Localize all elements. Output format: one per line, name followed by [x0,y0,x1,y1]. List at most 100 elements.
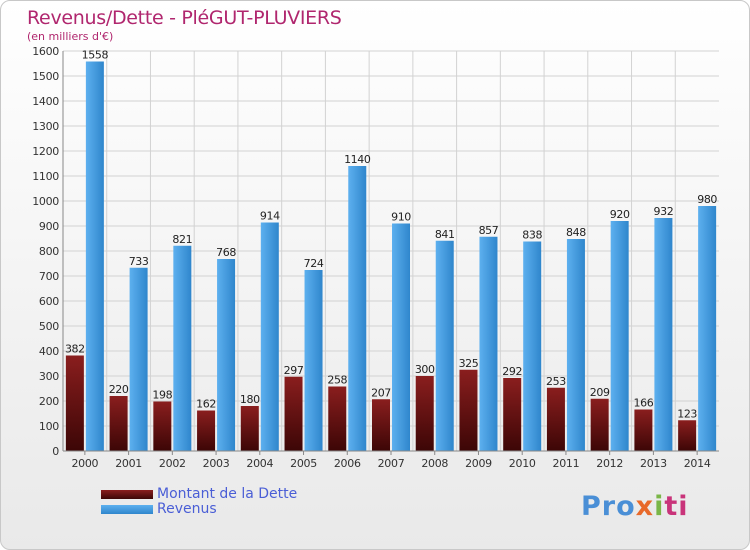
bar-dette [546,387,565,451]
x-tick-label: 2003 [203,457,230,470]
bar-dette [503,378,522,451]
bar-revenus [654,218,673,451]
x-tick-label: 2005 [290,457,317,470]
bar-revenus [217,259,236,451]
x-tick-label: 2012 [596,457,623,470]
data-label-revenus: 980 [697,193,717,206]
data-label-dette: 207 [371,386,391,399]
data-label-dette: 253 [546,375,566,388]
bar-revenus [566,239,585,451]
y-tick-label: 100 [39,420,59,433]
bar-revenus [610,221,629,451]
bar-revenus [479,236,498,451]
y-tick-label: 900 [39,220,59,233]
x-tick-label: 2006 [334,457,361,470]
x-tick-label: 2004 [246,457,273,470]
logo-part-3: i [654,491,665,522]
x-tick-label: 2000 [71,457,98,470]
bar-dette [197,410,216,451]
chart-title: Revenus/Dette - PléGUT-PLUVIERS [27,7,342,29]
grid-lines [63,50,719,451]
y-tick-label: 1000 [32,195,59,208]
bar-dette [590,398,609,451]
bar-dette [284,376,303,451]
data-label-revenus: 920 [610,208,630,221]
data-label-dette: 162 [196,398,216,411]
legend-label-revenus: Revenus [157,501,217,517]
x-tick-label: 2002 [159,457,186,470]
legend-swatch-revenus [101,505,153,514]
bar-revenus [260,222,279,451]
y-tick-label: 300 [39,370,59,383]
bar-revenus [173,245,192,451]
y-tick-label: 1400 [32,95,59,108]
y-tick-label: 1200 [32,145,59,158]
bar-dette [65,355,84,451]
y-tick-label: 800 [39,245,59,258]
bar-dette [240,406,259,451]
data-label-dette: 198 [152,389,172,402]
data-label-dette: 297 [284,364,304,377]
data-label-revenus: 914 [260,210,280,223]
y-tick-label: 600 [39,295,59,308]
bar-revenus [698,206,717,451]
data-label-revenus: 1140 [344,153,371,166]
bar-dette [109,396,128,451]
proxiti-logo: Proxiti [581,491,689,522]
data-label-dette: 292 [502,365,522,378]
y-tick-label: 500 [39,320,59,333]
data-label-dette: 180 [240,393,260,406]
bar-dette [153,401,172,451]
bar-revenus [129,267,148,451]
legend-swatch-dette [101,490,153,499]
data-label-revenus: 724 [304,257,324,270]
y-tick-label: 400 [39,345,59,358]
logo-part-4: ti [664,491,689,522]
data-label-dette: 220 [109,383,129,396]
data-labels: 382 1558 220 733 198 821 162 768 180 914 297 724 258… [65,49,718,421]
data-label-dette: 325 [459,357,479,370]
axes: 0 100 200 300 400 500 600 700 800 900 1000 1100 1200… [32,45,719,470]
bar-revenus [435,240,454,451]
data-label-revenus: 838 [522,229,542,242]
y-tick-label: 1600 [32,45,59,58]
y-tick-label: 200 [39,395,59,408]
y-tick-label: 0 [52,445,59,458]
data-label-revenus: 848 [566,226,586,239]
data-label-dette: 209 [590,386,610,399]
data-label-revenus: 910 [391,211,411,224]
data-label-revenus: 768 [216,246,236,259]
bar-revenus [304,270,323,451]
data-label-dette: 382 [65,343,85,356]
bar-dette [415,376,434,451]
data-label-revenus: 821 [172,233,192,246]
data-label-dette: 166 [634,397,654,410]
bar-revenus [523,241,542,451]
bar-revenus [392,223,410,451]
bar-revenus [348,166,367,451]
x-tick-label: 2011 [553,457,580,470]
logo-part-1: Pro [581,491,636,522]
unit-label: (en milliers d'€) [27,30,114,43]
x-tick-label: 2009 [465,457,492,470]
logo-part-2: x [635,491,655,522]
data-label-revenus: 733 [129,255,149,268]
bar-dette [459,369,478,451]
bar-dette [678,420,697,451]
x-tick-label: 2008 [421,457,448,470]
x-tick-label: 2010 [509,457,536,470]
bar-dette [328,386,347,451]
data-label-revenus: 841 [435,228,455,241]
data-label-dette: 258 [327,374,347,387]
data-label-dette: 300 [415,363,435,376]
x-tick-label: 2014 [684,457,711,470]
data-label-revenus: 932 [654,205,674,218]
bar-dette [634,409,653,451]
x-tick-label: 2013 [640,457,667,470]
x-tick-label: 2007 [378,457,405,470]
bar-revenus [85,61,104,451]
y-tick-label: 1500 [32,70,59,83]
x-tick-label: 2001 [115,457,142,470]
data-label-dette: 123 [677,407,697,420]
